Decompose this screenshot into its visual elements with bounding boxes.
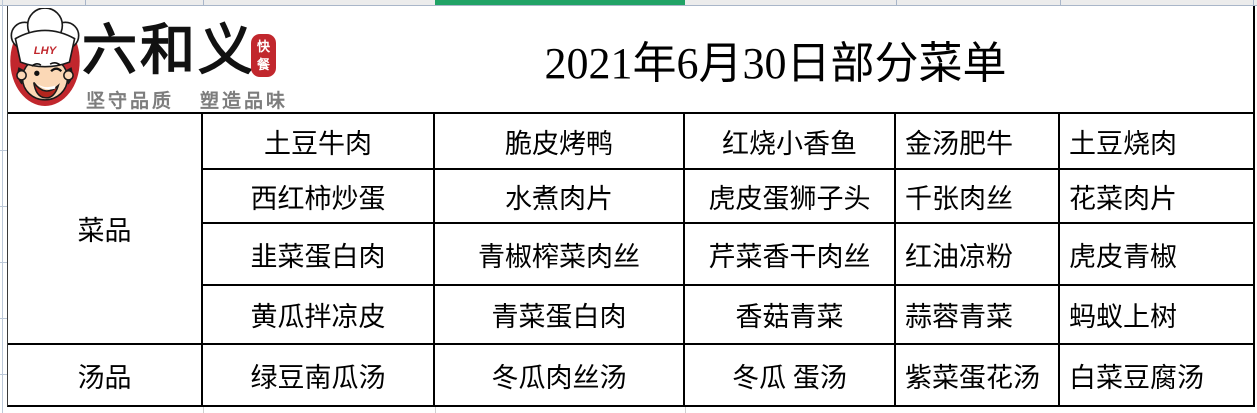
gridline [1060,0,1061,6]
gridline [1253,0,1254,6]
chef-mascot-icon: LHY [10,8,80,106]
brand-tagline: 坚守品质 塑造品味 [86,86,288,113]
menu-cell[interactable]: 土豆烧肉 [1060,114,1253,170]
category-cell-soups[interactable]: 汤品 [8,345,203,405]
tagline-right: 塑造品味 [200,91,289,112]
gridline [85,0,86,6]
gridline [435,406,436,413]
menu-cell[interactable]: 西红柿炒蛋 [203,170,435,224]
menu-cell[interactable]: 香菇青菜 [685,286,896,345]
tagline-left: 坚守品质 [86,91,175,112]
brand-name: 六和义 [82,20,257,81]
seal-char: 快 [256,38,270,54]
menu-cell[interactable]: 青椒榨菜肉丝 [435,224,685,286]
menu-cell[interactable]: 韭菜蛋白肉 [203,224,435,286]
gridline [0,150,7,151]
menu-cell[interactable]: 脆皮烤鸭 [435,114,685,170]
menu-cell[interactable]: 芹菜香干肉丝 [685,224,896,286]
gridline [0,374,7,375]
menu-cell[interactable]: 千张肉丝 [896,170,1060,224]
menu-header: LHY 六和义 快 餐 坚守品质 塑造品味 2021年6月3 [8,6,1253,114]
gridline [685,406,686,413]
hat-text: LHY [34,45,58,57]
menu-cell[interactable]: 红烧小香鱼 [685,114,896,170]
menu-sheet: LHY 六和义 快 餐 坚守品质 塑造品味 2021年6月3 [7,6,1255,407]
menu-cell[interactable]: 蒜蓉青菜 [896,286,1060,345]
menu-cell[interactable]: 绿豆南瓜汤 [203,345,435,405]
seal-stamp: 快 餐 [251,34,276,77]
menu-cell[interactable]: 虎皮青椒 [1060,224,1253,286]
gridline [0,318,7,319]
menu-cell[interactable]: 红油凉粉 [896,224,1060,286]
menu-cell[interactable]: 冬瓜 蛋汤 [685,345,896,405]
menu-cell[interactable]: 黄瓜拌凉皮 [203,286,435,345]
menu-cell[interactable]: 土豆牛肉 [203,114,435,170]
title-cell[interactable]: 2021年6月30日部分菜单 [298,6,1253,112]
menu-cell[interactable]: 青菜蛋白肉 [435,286,685,345]
seal-char: 餐 [256,56,270,72]
menu-cell[interactable]: 蚂蚁上树 [1060,286,1253,345]
menu-cell[interactable]: 水煮肉片 [435,170,685,224]
gridline [203,0,204,6]
menu-cell[interactable]: 花菜肉片 [1060,170,1253,224]
gridline [0,262,7,263]
cell-selection-indicator [435,0,685,5]
gridline [896,0,897,6]
gridline [203,406,204,413]
menu-cell[interactable]: 冬瓜肉丝汤 [435,345,685,405]
menu-cell[interactable]: 紫菜蛋花汤 [896,345,1060,405]
menu-cell[interactable]: 金汤肥牛 [896,114,1060,170]
restaurant-logo: LHY 六和义 快 餐 坚守品质 塑造品味 [8,6,298,112]
menu-cell[interactable]: 白菜豆腐汤 [1060,345,1253,405]
page-title: 2021年6月30日部分菜单 [544,39,1007,88]
gridline [0,206,7,207]
menu-cell[interactable]: 虎皮蛋狮子头 [685,170,896,224]
menu-table: 菜品 汤品 土豆牛肉 脆皮烤鸭 红烧小香鱼 金汤肥牛 土豆烧肉 西红柿炒蛋 水煮… [8,114,1253,405]
category-cell-dishes[interactable]: 菜品 [8,114,203,345]
